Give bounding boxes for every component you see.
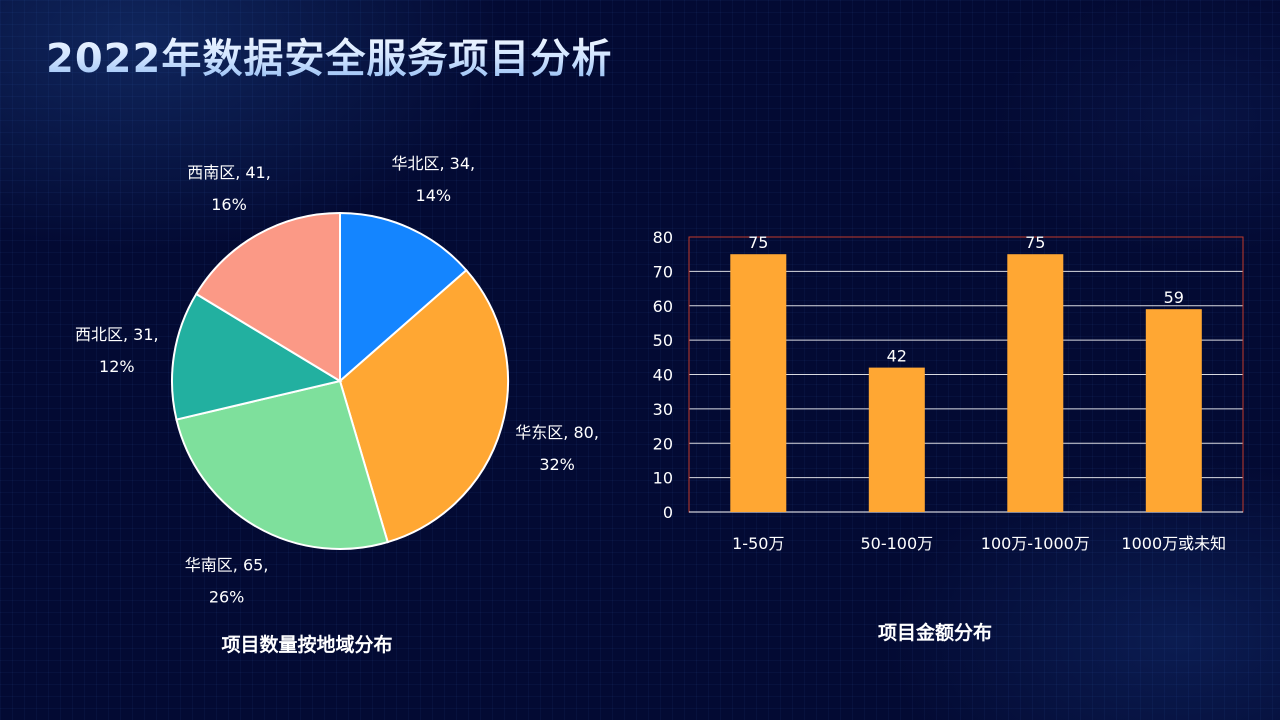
y-tick-label: 70 <box>653 262 673 281</box>
pie-slice-percent: 16% <box>211 195 247 214</box>
pie-slice-percent: 26% <box>209 588 245 607</box>
bar <box>730 254 787 512</box>
pie-slice-label: 西南区, 41, <box>187 163 271 182</box>
bar-value-label: 75 <box>1025 233 1045 252</box>
y-tick-label: 80 <box>653 228 673 247</box>
pie-slice <box>194 211 341 383</box>
x-tick-label: 1000万或未知 <box>1121 534 1226 553</box>
pie-slice-label: 华北区, 34, <box>391 154 475 173</box>
pie-chart: 华北区, 34, 14% 华东区, 80, 32% 华南区, 65, 26% 西北区, 31… <box>75 154 599 606</box>
pie-slice-percent: 14% <box>416 186 452 205</box>
y-tick-label: 20 <box>653 434 673 453</box>
pie-slice-percent: 32% <box>539 455 575 474</box>
y-tick-label: 30 <box>653 400 673 419</box>
pie-slice-label: 华南区, 65, <box>185 556 269 575</box>
bar-chart-title: 项目金额分布 <box>878 621 992 644</box>
x-tick-label: 100万-1000万 <box>981 534 1090 553</box>
x-tick-label: 1-50万 <box>732 534 784 553</box>
y-tick-label: 50 <box>653 331 673 350</box>
bar-value-label: 59 <box>1164 288 1184 307</box>
y-tick-label: 10 <box>653 469 673 488</box>
pie-chart-title: 项目数量按地域分布 <box>221 633 392 656</box>
pie-slice <box>171 292 343 421</box>
pie-slice-percent: 12% <box>99 357 135 376</box>
y-tick-label: 60 <box>653 297 673 316</box>
pie-slice-label: 西北区, 31, <box>75 325 159 344</box>
x-tick-label: 50-100万 <box>860 534 933 553</box>
y-tick-label: 0 <box>663 503 673 522</box>
bar-chart: 0 10 20 30 40 50 60 70 80 75 1-50万 42 50-100万 75 100万-… <box>653 228 1244 553</box>
bar <box>868 367 925 512</box>
pie-slice <box>338 268 509 544</box>
page-title: 2022年数据安全服务项目分析 <box>46 26 612 84</box>
pie-slice <box>175 379 389 550</box>
bar-value-label: 42 <box>887 347 907 366</box>
bar-value-label: 75 <box>748 233 768 252</box>
bar <box>1007 254 1064 512</box>
bar <box>1145 309 1202 512</box>
y-tick-label: 40 <box>653 366 673 385</box>
pie-slice-label: 华东区, 80, <box>515 423 599 442</box>
pie-slice <box>339 211 468 384</box>
